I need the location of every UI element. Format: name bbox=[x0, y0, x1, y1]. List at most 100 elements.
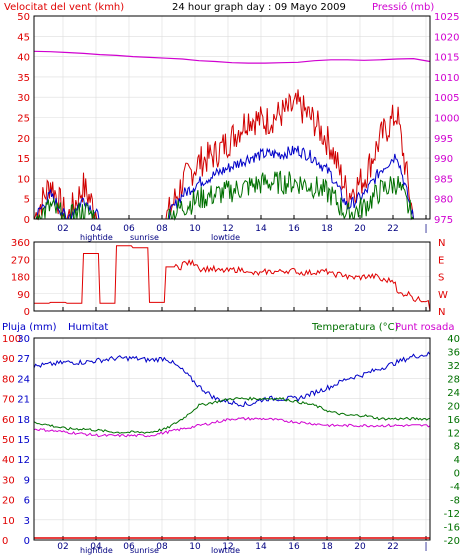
pressure-ytick-label: 995 bbox=[434, 134, 453, 145]
direction-panel-frame bbox=[33, 241, 431, 312]
p1-tick-label: 18 bbox=[321, 224, 333, 234]
pressure-ytick-label: 1000 bbox=[434, 114, 459, 125]
rain-label: Pluja (mm) bbox=[2, 322, 57, 333]
pressure-series bbox=[33, 50, 431, 64]
direction-ytick-label: 0 bbox=[24, 307, 30, 318]
temp-ytick-label: -4 bbox=[450, 482, 460, 493]
temp-ytick-label: 36 bbox=[447, 347, 460, 358]
pressure-ytick-label: 985 bbox=[434, 174, 453, 185]
wind-ytick-label: 30 bbox=[17, 93, 30, 104]
temp-ytick-label: -12 bbox=[444, 509, 460, 520]
temp-ytick-label: 24 bbox=[447, 388, 460, 399]
wind-ytick-label: 40 bbox=[17, 53, 30, 64]
humidity-ytick-label: 3 bbox=[24, 516, 30, 527]
wind-title: Velocitat del vent (kmh) bbox=[4, 2, 124, 13]
p3-tick-label: 02 bbox=[57, 542, 68, 552]
humidity-label: Humitat bbox=[68, 322, 108, 333]
p1-tick-label: 22 bbox=[387, 224, 398, 234]
wind-panel-frame bbox=[33, 15, 431, 220]
humidity-ytick-label: 21 bbox=[17, 395, 30, 406]
direction-compass-label: N bbox=[438, 238, 445, 249]
pressure-ytick-label: 1015 bbox=[434, 53, 459, 64]
rain-ytick-label: 100 bbox=[2, 334, 21, 345]
wind-ytick-label: 35 bbox=[17, 73, 30, 84]
pressure-ytick-label: 990 bbox=[434, 154, 453, 165]
humidity-ytick-label: 0 bbox=[24, 536, 30, 547]
p3-tick-label: 14 bbox=[255, 542, 267, 552]
wind-ytick-label: 15 bbox=[17, 154, 30, 165]
p3-tick-label: 10 bbox=[189, 542, 201, 552]
humidity-ytick-label: 27 bbox=[17, 354, 30, 365]
temp-ytick-label: 28 bbox=[447, 374, 460, 385]
lowtide-label-3: lowtide bbox=[211, 546, 240, 555]
p3-tick-label: 22 bbox=[387, 542, 398, 552]
rain-ytick-label: 80 bbox=[2, 374, 15, 385]
p1-tick-label: 04 bbox=[90, 224, 102, 234]
p3-panel-frame bbox=[33, 337, 431, 541]
direction-compass-label: E bbox=[438, 255, 444, 266]
pressure-ytick-label: 1005 bbox=[434, 93, 459, 104]
p1-tick-label: 16 bbox=[288, 224, 300, 234]
p1-tick-label: 10 bbox=[189, 224, 201, 234]
wind-ytick-label: 45 bbox=[17, 32, 30, 43]
p3-tick-label: 12 bbox=[222, 542, 233, 552]
humidity-ytick-label: 9 bbox=[24, 475, 30, 486]
p3-tick-label: 06 bbox=[123, 542, 135, 552]
p1-tick-label: 02 bbox=[57, 224, 68, 234]
wind-ytick-label: 25 bbox=[17, 114, 30, 125]
p1-tick-label: 12 bbox=[222, 224, 233, 234]
wind-ytick-label: 50 bbox=[17, 12, 30, 23]
date-title: 24 hour graph day : 09 Mayo 2009 bbox=[172, 2, 346, 13]
humidity-ytick-label: 18 bbox=[17, 415, 30, 426]
p3-series-dewpoint bbox=[33, 416, 431, 438]
temp-ytick-label: 0 bbox=[454, 469, 460, 480]
rain-ytick-label: 50 bbox=[2, 435, 15, 446]
direction-compass-label: S bbox=[438, 273, 444, 284]
temp-ytick-label: -16 bbox=[444, 523, 460, 534]
humidity-ytick-label: 6 bbox=[24, 496, 30, 507]
plot-layer: 0510152025303540455097598098599099510001… bbox=[2, 12, 460, 552]
humidity-ytick-label: 15 bbox=[17, 435, 30, 446]
pressure-ytick-label: 980 bbox=[434, 195, 453, 206]
p3-tick-label: 08 bbox=[156, 542, 168, 552]
direction-compass-label: W bbox=[438, 290, 448, 301]
p1-tick-label: | bbox=[424, 224, 427, 234]
sunrise-label-1: sunrise bbox=[130, 233, 159, 242]
direction-ytick-label: 360 bbox=[11, 238, 30, 249]
rain-ytick-label: 30 bbox=[2, 475, 15, 486]
rain-ytick-label: 70 bbox=[2, 395, 15, 406]
p1-tick-label: 06 bbox=[123, 224, 135, 234]
direction-ytick-label: 90 bbox=[17, 290, 30, 301]
temp-ytick-label: 32 bbox=[447, 361, 460, 372]
wind-ytick-label: 5 bbox=[24, 195, 30, 206]
temp-label: Temperatura (°C) bbox=[311, 322, 399, 333]
pressure-ytick-label: 1020 bbox=[434, 32, 459, 43]
temp-ytick-label: 16 bbox=[447, 415, 460, 426]
direction-series bbox=[34, 245, 431, 312]
p1-tick-label: 20 bbox=[354, 224, 366, 234]
humidity-ytick-label: 12 bbox=[17, 455, 30, 466]
rain-ytick-label: 0 bbox=[2, 536, 8, 547]
temp-ytick-label: 4 bbox=[454, 455, 460, 466]
p3-tick-label: 04 bbox=[90, 542, 102, 552]
direction-ytick-label: 180 bbox=[11, 273, 30, 284]
temp-ytick-label: -8 bbox=[450, 496, 460, 507]
rain-ytick-label: 90 bbox=[2, 354, 15, 365]
temp-ytick-label: 8 bbox=[454, 442, 460, 453]
p1-tick-label: 08 bbox=[156, 224, 168, 234]
wind-ytick-label: 20 bbox=[17, 134, 30, 145]
p3-tick-label: | bbox=[424, 542, 427, 552]
hightide-label-1: hightide bbox=[80, 233, 113, 242]
humidity-ytick-label: 24 bbox=[17, 374, 30, 385]
p1-tick-label: 14 bbox=[255, 224, 267, 234]
temp-ytick-label: 20 bbox=[447, 401, 460, 412]
rain-ytick-label: 20 bbox=[2, 496, 15, 507]
p3-tick-label: 16 bbox=[288, 542, 300, 552]
rain-ytick-label: 60 bbox=[2, 415, 15, 426]
humidity-ytick-label: 30 bbox=[17, 334, 30, 345]
temp-ytick-label: -20 bbox=[444, 536, 460, 547]
lowtide-label-1: lowtide bbox=[211, 233, 240, 242]
wind-ytick-label: 0 bbox=[24, 215, 30, 226]
